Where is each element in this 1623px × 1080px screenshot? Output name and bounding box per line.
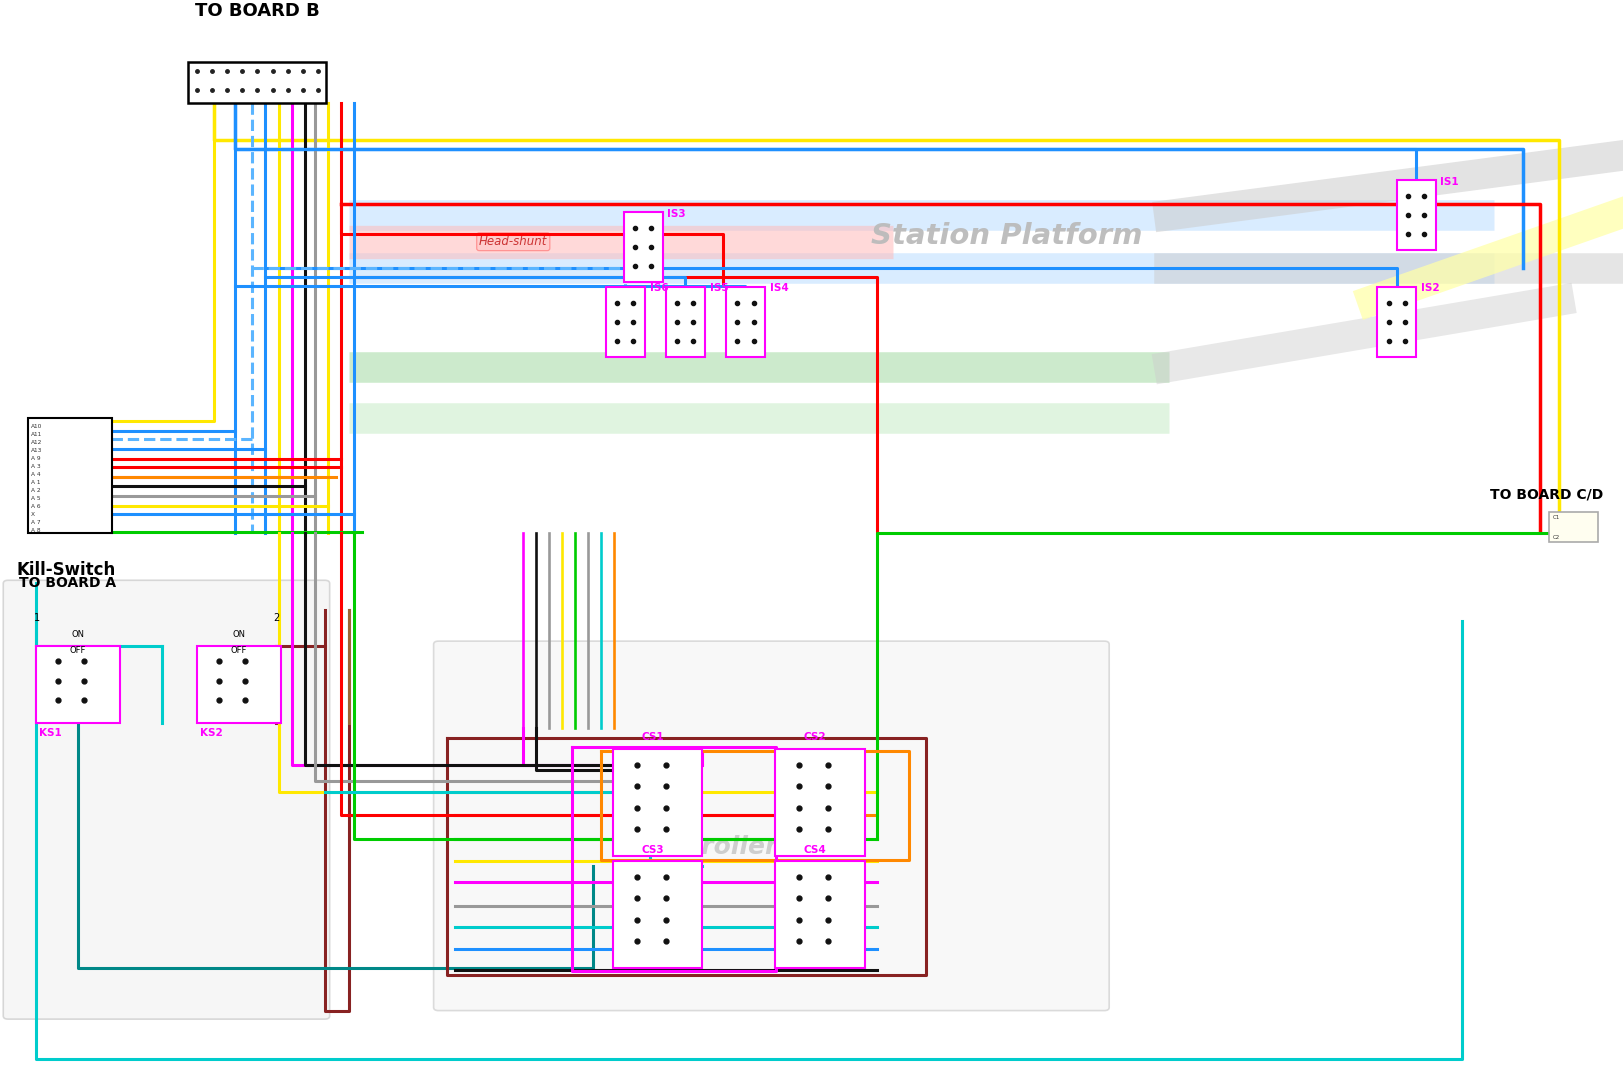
Text: A 2: A 2 [31, 488, 41, 494]
Text: Head-shunt: Head-shunt [479, 235, 547, 248]
Text: X: X [31, 512, 34, 517]
Text: CS3: CS3 [641, 845, 664, 854]
Text: A11: A11 [31, 432, 42, 437]
Bar [612, 748, 701, 855]
Bar [774, 748, 863, 855]
Text: IS1: IS1 [1440, 177, 1457, 187]
Text: TO BOARD C/D: TO BOARD C/D [1488, 488, 1602, 502]
FancyBboxPatch shape [3, 580, 329, 1020]
Text: CS2: CS2 [803, 732, 826, 742]
Text: KS2: KS2 [200, 728, 222, 738]
Bar [196, 647, 281, 724]
Bar [1376, 287, 1415, 356]
Bar [725, 287, 764, 356]
Bar [665, 287, 704, 356]
Bar [1548, 512, 1597, 542]
Text: OFF: OFF [230, 646, 247, 654]
Text: C1: C1 [1552, 515, 1558, 521]
Text: IS6: IS6 [649, 283, 667, 294]
Text: KS1: KS1 [39, 728, 62, 738]
Text: 1: 1 [34, 612, 41, 623]
Text: TO BOARD B: TO BOARD B [195, 2, 320, 19]
Text: CS4: CS4 [803, 845, 826, 854]
Text: A 3: A 3 [31, 464, 41, 469]
Bar [28, 418, 112, 534]
Bar [623, 213, 662, 282]
Text: Kill-Switch: Kill-Switch [16, 561, 115, 579]
Text: ON: ON [71, 630, 84, 639]
Bar [188, 63, 326, 103]
Bar [1396, 180, 1435, 249]
Text: ON: ON [232, 630, 245, 639]
Bar [774, 861, 863, 968]
Text: CS1: CS1 [641, 732, 664, 742]
Text: A 5: A 5 [31, 496, 41, 501]
Bar [36, 647, 120, 724]
Text: IS3: IS3 [667, 208, 685, 218]
Text: A 4: A 4 [31, 472, 41, 477]
Text: A12: A12 [31, 440, 42, 445]
Text: OFF: OFF [70, 646, 86, 654]
Text: A10: A10 [31, 424, 42, 429]
Text: A 7: A 7 [31, 521, 41, 525]
Text: A 8: A 8 [31, 528, 41, 534]
Text: A 6: A 6 [31, 504, 41, 509]
Text: A13: A13 [31, 448, 42, 453]
Text: A 1: A 1 [31, 480, 41, 485]
Text: C2: C2 [1552, 535, 1558, 540]
FancyBboxPatch shape [433, 642, 1109, 1011]
Text: TO BOARD A: TO BOARD A [19, 576, 117, 590]
Bar [605, 287, 644, 356]
Text: IS4: IS4 [769, 283, 789, 294]
Text: 2: 2 [273, 612, 279, 623]
Bar [612, 861, 701, 968]
Text: Controller: Controller [635, 835, 777, 860]
Text: IS2: IS2 [1420, 283, 1438, 294]
Text: Station Platform: Station Platform [870, 222, 1143, 251]
Text: A 9: A 9 [31, 456, 41, 461]
Text: IS5: IS5 [709, 283, 727, 294]
